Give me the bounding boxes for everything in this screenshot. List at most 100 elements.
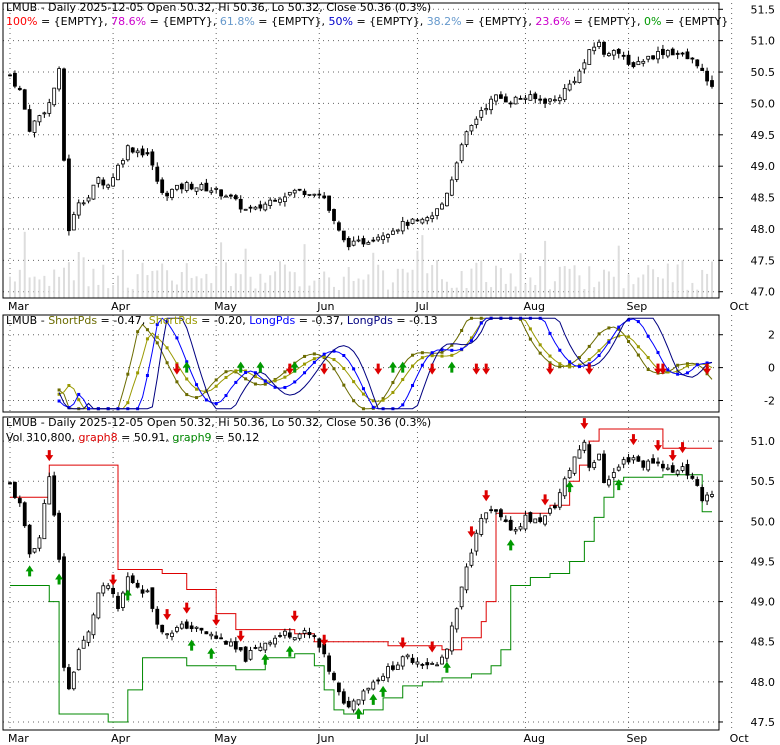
stop-x-axis: MarAprMayJunJulAugSepOctNovDec: [8, 732, 749, 745]
gmma-dot: [195, 383, 199, 387]
gmma-series-name: ShortPds: [48, 314, 97, 327]
candle-body: [101, 179, 106, 186]
sell-arrow: [467, 526, 476, 538]
volume-bar: [617, 245, 620, 298]
volume-bar: [657, 277, 659, 298]
candle-body: [81, 639, 86, 649]
candle-body: [332, 672, 336, 681]
candle-body: [91, 184, 96, 200]
candle-body: [656, 51, 660, 60]
gmma-dot: [656, 351, 660, 355]
candle-body: [508, 519, 513, 531]
buy-arrow: [506, 539, 515, 551]
gmma-dot: [361, 407, 365, 411]
stop-panel-arrows: [25, 418, 687, 719]
candle-body: [71, 214, 76, 231]
gmma-dot: [165, 320, 169, 324]
gmma-dot: [558, 362, 562, 366]
candle-body: [587, 49, 592, 65]
candle-body: [278, 635, 282, 637]
gmma-dot: [440, 350, 444, 354]
volume-bar: [58, 276, 61, 298]
volume-bar: [323, 271, 326, 298]
candle-body: [469, 552, 474, 566]
candle-body: [474, 118, 479, 126]
gmma-dot: [195, 396, 199, 400]
gmma-dot: [165, 361, 169, 365]
gmma-dot: [577, 365, 581, 369]
volume-bar: [171, 280, 173, 298]
volume-bar: [588, 266, 591, 298]
sell-arrow: [546, 363, 554, 375]
candle-body: [27, 109, 32, 132]
candle-body: [484, 108, 489, 111]
candle-body: [656, 461, 660, 464]
x-tick-label: Apr: [111, 732, 131, 745]
candle-body: [184, 182, 189, 191]
volume-bar: [553, 281, 556, 298]
gmma-dot: [460, 328, 464, 332]
candle-body: [592, 46, 597, 52]
candle-body: [616, 48, 621, 54]
gmma-dot: [460, 347, 464, 351]
gmma-dot: [303, 362, 307, 366]
volume-bar: [637, 277, 640, 298]
candle-body: [145, 590, 150, 593]
gmma-dot: [636, 345, 640, 349]
candle-body: [543, 98, 547, 104]
volume-bar: [308, 285, 311, 298]
gmma-dot: [273, 379, 277, 383]
gmma-dot: [361, 387, 365, 391]
gmma-dot: [332, 349, 336, 353]
sell-arrow: [585, 363, 594, 375]
candle-body: [386, 666, 390, 679]
stop-panel-frame: [2, 416, 720, 731]
sell-arrow: [172, 363, 181, 375]
gmma-dot: [57, 388, 61, 392]
candle-body: [13, 481, 17, 498]
sell-arrow: [398, 637, 407, 649]
gmma-dot: [528, 337, 532, 341]
volume-bar: [288, 271, 291, 298]
volume-bar: [244, 248, 247, 298]
fib-level-label: 78.6%: [111, 15, 146, 28]
x-tick-label: Apr: [111, 300, 131, 313]
candle-body: [366, 687, 371, 691]
sell-arrow: [285, 363, 294, 375]
fib-level-value: = {EMPTY},: [462, 15, 536, 28]
buy-arrow: [290, 361, 299, 373]
gmma-dot: [627, 318, 631, 322]
buy-arrow: [25, 565, 34, 577]
volume-bar: [102, 264, 105, 298]
candle-body: [479, 110, 484, 118]
y-tick-label: 49.0: [751, 596, 776, 609]
volume-bar: [333, 286, 335, 298]
candle-body: [273, 199, 277, 202]
gmma-dot: [342, 354, 346, 358]
candle-body: [337, 222, 341, 231]
price-panel-frame: [2, 2, 720, 299]
candle-body: [42, 112, 47, 115]
price-panel-title: LMUB - Daily 2025-12-05 Open 50.32, Hi 5…: [6, 1, 431, 14]
candle-body: [327, 655, 331, 672]
candle-body: [116, 164, 120, 181]
x-tick-label: Mar: [8, 300, 29, 313]
candle-body: [356, 239, 361, 242]
candle-body: [27, 524, 32, 555]
gmma-dot: [263, 379, 267, 383]
candle-body: [680, 52, 685, 55]
candle-body: [553, 505, 557, 509]
buy-arrow: [614, 479, 623, 491]
sell-arrow: [482, 363, 491, 375]
candle-body: [557, 492, 562, 508]
candle-body: [425, 662, 430, 666]
candle-body: [415, 661, 420, 665]
gmma-dot: [401, 403, 405, 407]
fib-level-value: = {EMPTY},: [146, 15, 220, 28]
y-tick-label: 47.5: [751, 716, 776, 729]
candle-body: [42, 502, 47, 540]
gmma-dot: [371, 405, 375, 409]
candle-body: [17, 498, 22, 504]
price-y-axis: 51.5 51.0 50.5 50.0 49.5 49.0 48.5 48.0 47.5 47.0: [719, 3, 775, 299]
candle-body: [646, 460, 651, 471]
